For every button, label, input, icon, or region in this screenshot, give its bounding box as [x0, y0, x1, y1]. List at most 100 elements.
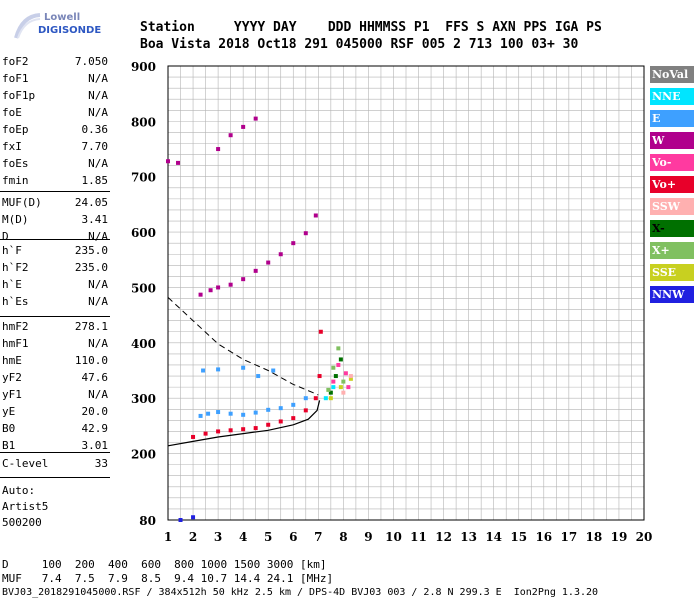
y-tick-label: 900 — [131, 60, 156, 74]
legend-nnw: NNW — [650, 286, 694, 303]
echo-point — [166, 159, 170, 164]
echo-point — [216, 429, 221, 434]
echo-point — [216, 147, 221, 152]
param-fof2: foF2 7.050 — [2, 55, 108, 71]
x-tick-label: 15 — [510, 530, 527, 544]
profile-dashed-line — [167, 297, 319, 396]
param-label: foEp — [2, 123, 29, 136]
echo-point — [348, 374, 353, 379]
x-tick-label: 8 — [339, 530, 347, 544]
param-hme: hmE 110.0 — [2, 354, 108, 370]
x-tick-label: 14 — [485, 530, 502, 544]
echo-point — [253, 410, 258, 415]
param-ye: yE 20.0 — [2, 405, 108, 421]
plot-frame — [167, 65, 645, 521]
param-foe: foE N/A — [2, 106, 108, 122]
echo-point — [331, 385, 336, 390]
param-value: 235.0 — [74, 244, 108, 257]
param-value: N/A — [88, 278, 108, 291]
auto-artist: Artist5 — [2, 500, 49, 513]
separator-line — [0, 477, 110, 478]
x-tick-label: 13 — [460, 530, 477, 544]
echo-point — [266, 422, 271, 427]
echo-point — [216, 367, 221, 372]
param-value: 110.0 — [74, 354, 108, 367]
echo-point — [291, 402, 296, 407]
param-hf2: h`F2 235.0 — [2, 261, 108, 277]
echo-point — [241, 124, 246, 129]
separator-line — [0, 239, 110, 240]
muf-row: MUF 7.4 7.5 7.9 8.5 9.4 10.7 14.4 24.1 [… — [2, 572, 334, 585]
echo-point — [343, 371, 348, 376]
param-label: foEs — [2, 157, 29, 170]
legend-nne: NNE — [650, 88, 694, 105]
logo-lowell-text: Lowell — [44, 12, 81, 23]
echo-point — [338, 385, 343, 390]
echo-point — [203, 431, 208, 436]
legend-vo: Vo+ — [650, 176, 694, 193]
echo-point — [336, 362, 341, 367]
echo-point — [253, 426, 258, 431]
param-label: MUF(D) — [2, 196, 42, 209]
param-label: h`F — [2, 244, 22, 257]
echo-point — [331, 365, 336, 370]
param-value: 24.05 — [74, 196, 108, 209]
y-tick-label: 200 — [131, 448, 156, 462]
x-tick-label: 20 — [636, 530, 653, 544]
param-yf1: yF1 N/A — [2, 388, 108, 404]
echo-point — [313, 213, 318, 218]
echo-point — [348, 376, 353, 381]
y-tick-label: 400 — [131, 337, 156, 351]
x-tick-label: 7 — [314, 530, 322, 544]
echo-point — [191, 434, 196, 439]
x-tick-label: 18 — [586, 530, 603, 544]
param-label: B1 — [2, 439, 16, 452]
logo-swoosh-icon — [14, 13, 41, 39]
x-tick-label: 10 — [385, 530, 402, 544]
param-hmf1: hmF1 N/A — [2, 337, 108, 353]
param-clevel: C-level 33 — [2, 457, 108, 473]
param-value: N/A — [88, 388, 108, 401]
logo-digisonde-text: DIGISONDE — [38, 25, 102, 36]
echo-point — [256, 374, 261, 379]
echo-point — [176, 160, 181, 165]
param-value: 1.85 — [81, 174, 109, 187]
echo-point — [313, 396, 318, 401]
param-value: 20.0 — [81, 405, 109, 418]
param-label: C-level — [2, 457, 49, 470]
echo-point — [346, 385, 351, 390]
param-label: yE — [2, 405, 16, 418]
x-tick-label: 17 — [560, 530, 577, 544]
param-label: hmF2 — [2, 320, 29, 333]
separator-line — [0, 316, 110, 317]
echo-point — [191, 515, 196, 520]
echo-point — [228, 133, 233, 138]
legend-x: X- — [650, 220, 694, 237]
param-value: N/A — [88, 72, 108, 85]
param-label: yF2 — [2, 371, 22, 384]
echo-point — [216, 410, 221, 415]
param-label: hmE — [2, 354, 22, 367]
x-tick-label: 2 — [189, 530, 197, 544]
param-fxi: fxI 7.70 — [2, 140, 108, 156]
param-value: 235.0 — [74, 261, 108, 274]
auto-code: 500200 — [2, 516, 42, 529]
param-fof1: foF1 N/A — [2, 72, 108, 88]
echo-point — [178, 518, 183, 522]
param-b1: B1 3.01 — [2, 439, 108, 455]
param-value: 7.70 — [81, 140, 109, 153]
echo-point — [303, 396, 308, 401]
echo-point — [241, 365, 246, 370]
distance-row: D 100 200 400 600 800 1000 1500 3000 [km… — [2, 558, 327, 571]
echo-point — [253, 268, 258, 273]
param-label: fxI — [2, 140, 22, 153]
param-value: 42.9 — [81, 422, 109, 435]
param-value: 0.36 — [81, 123, 109, 136]
param-value: 33 — [94, 457, 108, 470]
param-fmin: fmin 1.85 — [2, 174, 108, 190]
y-tick-label: 80 — [139, 514, 156, 528]
y-tick-label: 700 — [131, 171, 156, 185]
echo-point — [328, 396, 333, 401]
echo-point — [328, 390, 333, 395]
legend-w: W — [650, 132, 694, 149]
